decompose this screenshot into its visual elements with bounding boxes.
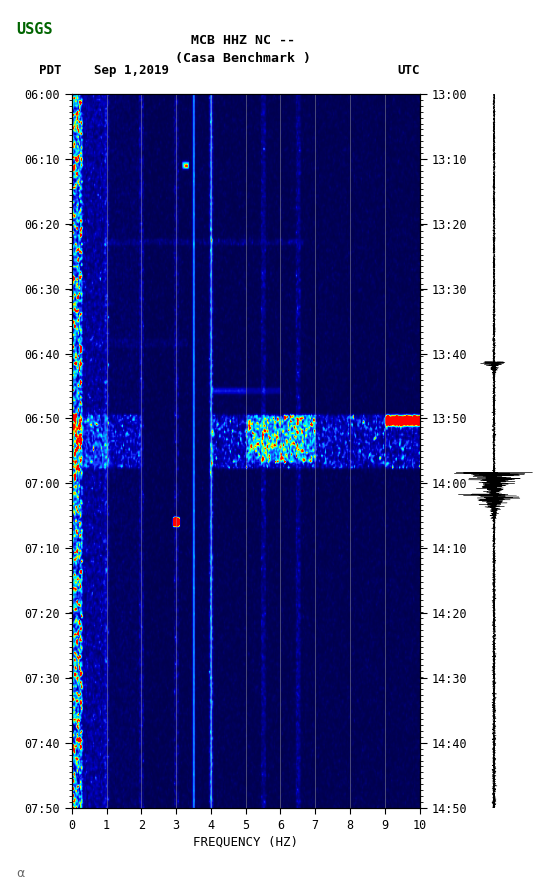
Text: MCB HHZ NC --: MCB HHZ NC -- [191, 34, 295, 46]
Text: PDT: PDT [39, 64, 61, 77]
Text: Sep 1,2019: Sep 1,2019 [94, 64, 169, 77]
Text: (Casa Benchmark ): (Casa Benchmark ) [175, 52, 311, 64]
Text: UTC: UTC [397, 64, 420, 77]
X-axis label: FREQUENCY (HZ): FREQUENCY (HZ) [193, 836, 298, 848]
Text: α: α [17, 867, 25, 880]
Text: USGS: USGS [17, 22, 53, 38]
